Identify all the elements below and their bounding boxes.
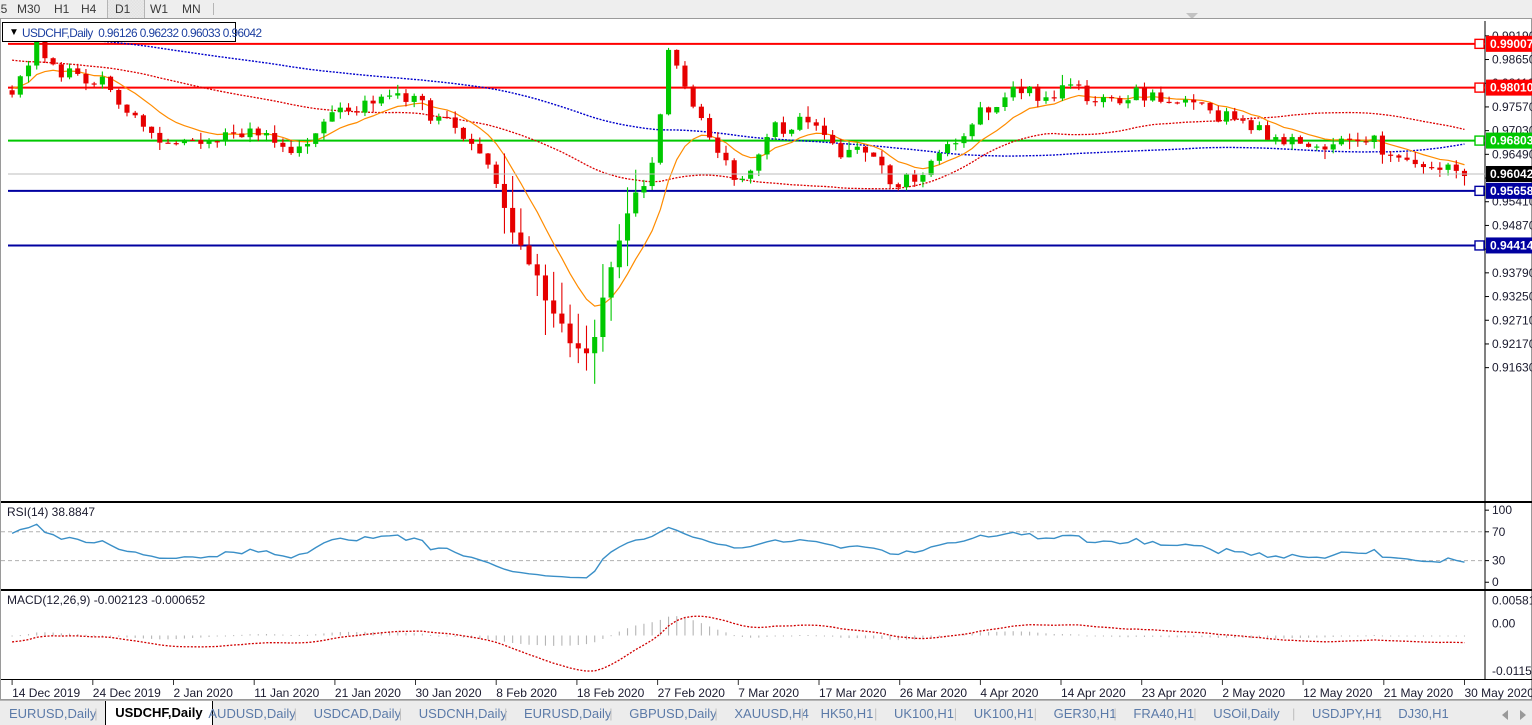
svg-text:0.93790: 0.93790: [1492, 266, 1532, 280]
svg-text:14 Apr 2020: 14 Apr 2020: [1061, 686, 1126, 700]
svg-text:18 Feb 2020: 18 Feb 2020: [577, 686, 645, 700]
svg-text:30 Jan 2020: 30 Jan 2020: [416, 686, 482, 700]
svg-text:7 Mar 2020: 7 Mar 2020: [738, 686, 799, 700]
svg-text:30 May 2020: 30 May 2020: [1465, 686, 1532, 700]
svg-text:30: 30: [1492, 554, 1506, 568]
svg-text:23 Apr 2020: 23 Apr 2020: [1142, 686, 1207, 700]
svg-text:0.95658: 0.95658: [1490, 184, 1532, 198]
svg-text:4 Apr 2020: 4 Apr 2020: [980, 686, 1038, 700]
svg-text:0.005818: 0.005818: [1492, 593, 1532, 607]
svg-text:11 Jan 2020: 11 Jan 2020: [254, 686, 319, 700]
svg-text:0.96803: 0.96803: [1490, 134, 1532, 148]
svg-text:0.94870: 0.94870: [1492, 218, 1532, 232]
svg-text:MACD(12,26,9) -0.002123 -0.000: MACD(12,26,9) -0.002123 -0.000652: [7, 593, 205, 607]
svg-text:0: 0: [1492, 575, 1499, 589]
svg-text:0.91630: 0.91630: [1492, 361, 1532, 375]
svg-text:27 Feb 2020: 27 Feb 2020: [658, 686, 726, 700]
svg-text:0.92710: 0.92710: [1492, 313, 1532, 327]
svg-text:14 Dec 2019: 14 Dec 2019: [12, 686, 80, 700]
svg-text:21 May 2020: 21 May 2020: [1384, 686, 1454, 700]
svg-text:70: 70: [1492, 525, 1506, 539]
svg-text:0.96042: 0.96042: [1490, 167, 1532, 181]
svg-text:0.93250: 0.93250: [1492, 290, 1532, 304]
svg-text:17 Mar 2020: 17 Mar 2020: [819, 686, 887, 700]
svg-text:0.99007: 0.99007: [1490, 37, 1532, 51]
svg-text:24 Dec 2019: 24 Dec 2019: [93, 686, 161, 700]
svg-text:21 Jan 2020: 21 Jan 2020: [335, 686, 401, 700]
svg-text:RSI(14) 38.8847: RSI(14) 38.8847: [7, 505, 95, 519]
svg-text:0.96490: 0.96490: [1492, 147, 1532, 161]
svg-text:26 Mar 2020: 26 Mar 2020: [900, 686, 968, 700]
svg-text:0.92170: 0.92170: [1492, 337, 1532, 351]
svg-text:2 Jan 2020: 2 Jan 2020: [174, 686, 234, 700]
svg-text:-0.011514: -0.011514: [1492, 664, 1532, 678]
svg-text:8 Feb 2020: 8 Feb 2020: [496, 686, 557, 700]
svg-text:0.97570: 0.97570: [1492, 100, 1532, 114]
svg-text:0.98650: 0.98650: [1492, 53, 1532, 67]
svg-text:0.00: 0.00: [1492, 616, 1516, 630]
svg-text:2 May 2020: 2 May 2020: [1222, 686, 1285, 700]
svg-text:0.98010: 0.98010: [1490, 81, 1532, 95]
svg-text:0.94414: 0.94414: [1490, 238, 1532, 252]
svg-text:12 May 2020: 12 May 2020: [1303, 686, 1373, 700]
svg-text:100: 100: [1492, 503, 1512, 517]
